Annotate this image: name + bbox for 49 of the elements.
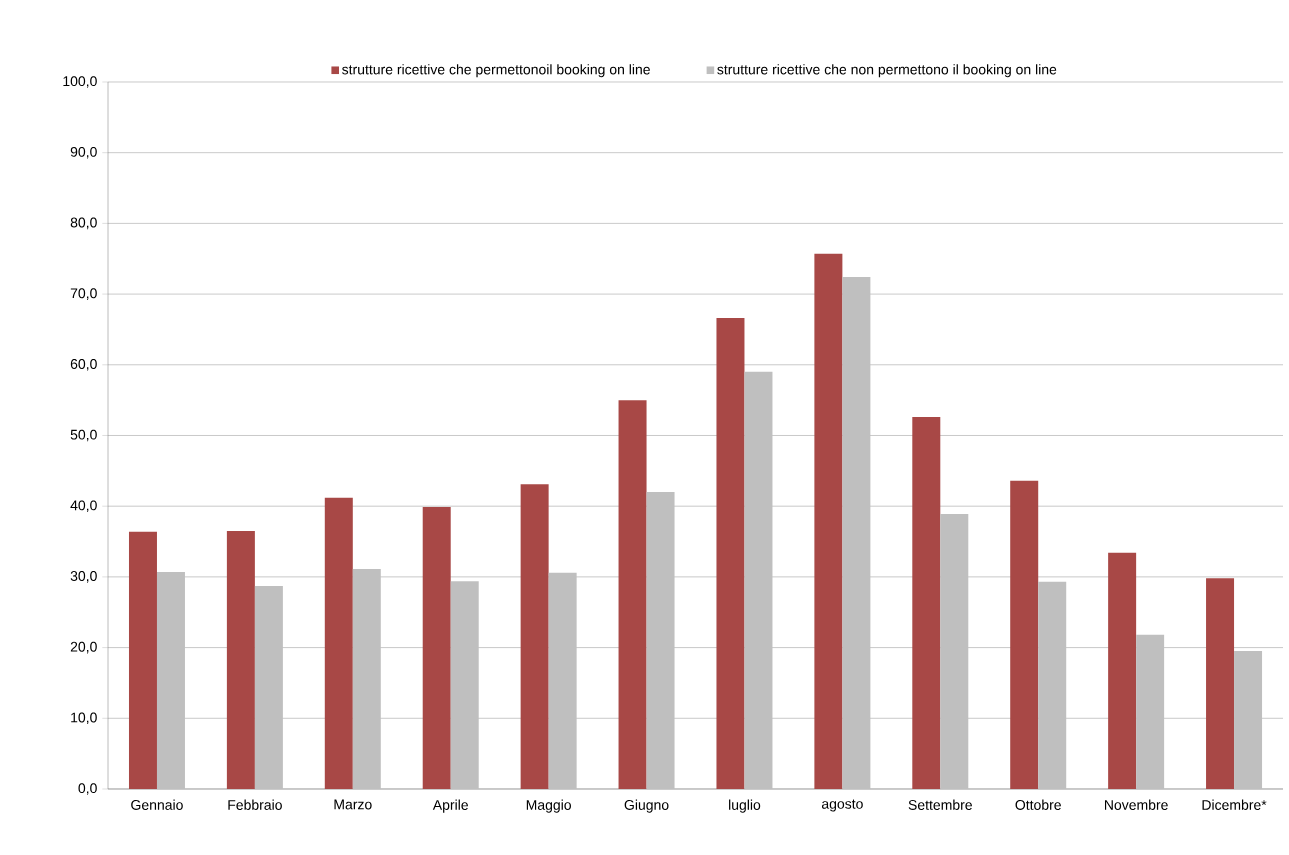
legend-label: strutture ricettive che permettonoil booking on line bbox=[342, 64, 650, 78]
y-tick-label: 70,0 bbox=[70, 288, 97, 300]
x-tick-label: Settembre bbox=[908, 799, 972, 810]
x-tick-label: Maggio bbox=[526, 799, 571, 813]
x-tick-label: Marzo bbox=[334, 799, 372, 810]
x-tick-label: Febbraio bbox=[228, 799, 282, 810]
bar bbox=[814, 253, 843, 789]
bar bbox=[450, 581, 479, 789]
y-tick-label: 40,0 bbox=[70, 500, 97, 512]
bar bbox=[940, 513, 969, 789]
bar bbox=[352, 569, 381, 789]
y-tick-label: 50,0 bbox=[70, 429, 97, 442]
bar bbox=[618, 400, 647, 789]
bar bbox=[1234, 651, 1263, 789]
x-tick-label: Ottobre bbox=[1015, 799, 1061, 810]
bar bbox=[128, 531, 157, 789]
bar bbox=[1136, 634, 1165, 789]
bar bbox=[156, 571, 185, 789]
x-tick-label: Novembre bbox=[1104, 799, 1168, 810]
y-tick-label: 60,0 bbox=[70, 359, 97, 371]
bar bbox=[520, 484, 549, 789]
bar bbox=[842, 277, 871, 789]
bar bbox=[912, 417, 941, 789]
bar bbox=[1038, 581, 1067, 789]
bar bbox=[1010, 480, 1039, 789]
x-tick-label: Giugno bbox=[624, 799, 669, 813]
y-tick-label: 80,0 bbox=[70, 217, 97, 230]
y-tick-label: 90,0 bbox=[70, 146, 97, 159]
y-tick-label: 10,0 bbox=[71, 712, 97, 725]
bar bbox=[1206, 578, 1235, 789]
x-tick-label: Dicembre* bbox=[1202, 799, 1267, 810]
bar bbox=[646, 492, 675, 789]
x-tick-label: luglio bbox=[729, 799, 761, 813]
y-tick-label: 0,0 bbox=[78, 783, 97, 795]
y-tick-label: 100,0 bbox=[63, 76, 97, 88]
x-tick-label: Aprile bbox=[432, 799, 468, 813]
bar bbox=[422, 506, 451, 789]
x-tick-label: agosto bbox=[821, 799, 863, 812]
bar bbox=[324, 497, 353, 789]
bar bbox=[744, 371, 773, 789]
bar bbox=[226, 530, 255, 789]
bar bbox=[716, 318, 745, 789]
y-tick-label: 20,0 bbox=[70, 641, 97, 654]
bar bbox=[254, 586, 283, 789]
y-tick-label: 30,0 bbox=[70, 571, 97, 583]
x-tick-label: Gennaio bbox=[131, 799, 183, 810]
bar bbox=[1108, 552, 1137, 789]
legend-label: strutture ricettive che non permettono il booking on line bbox=[717, 64, 1057, 78]
bar bbox=[548, 572, 577, 789]
